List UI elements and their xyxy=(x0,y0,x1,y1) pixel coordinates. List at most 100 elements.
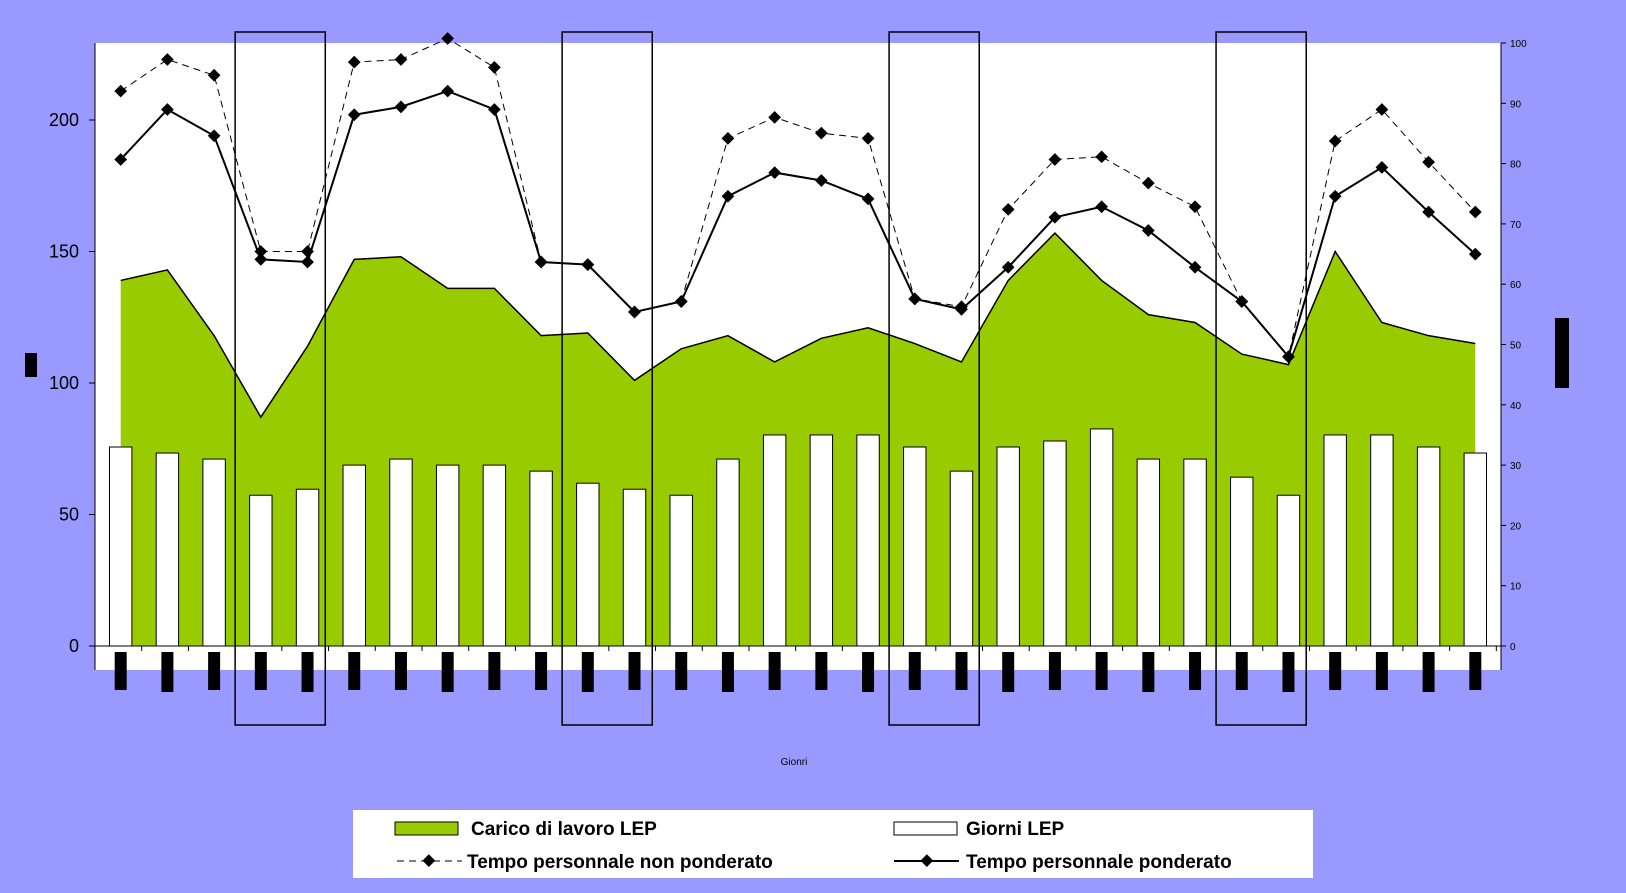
weighted-time-point xyxy=(488,103,501,116)
x-tick-label-redacted xyxy=(721,652,734,692)
legend-swatch-days xyxy=(893,821,958,836)
days-bar xyxy=(1276,494,1301,647)
x-tick-label-redacted xyxy=(1142,652,1155,692)
weekend-highlight-layer xyxy=(234,31,1307,726)
x-tick-label-redacted xyxy=(768,652,781,690)
x-tick-label-redacted xyxy=(1282,652,1295,692)
days-bar xyxy=(716,458,740,647)
y-right-tick-label: 70 xyxy=(1510,220,1522,231)
days-bar xyxy=(249,494,273,647)
weighted-time-point xyxy=(254,253,268,266)
weekend-highlight-box xyxy=(234,31,327,726)
x-tick-label-redacted xyxy=(1375,652,1388,690)
y-right-tick-label: 10 xyxy=(1510,582,1522,593)
legend-swatch-unweighted-marker xyxy=(422,854,436,868)
legend-swatch-weighted-marker xyxy=(920,854,934,868)
days-bar xyxy=(809,434,834,647)
days-bar xyxy=(1183,458,1207,647)
y-right-tick-label: 30 xyxy=(1510,461,1522,472)
unweighted-time-point xyxy=(441,32,455,45)
weighted-time-point xyxy=(207,129,221,143)
days-bar xyxy=(1230,476,1254,647)
unweighted-time-point xyxy=(488,61,501,74)
days-bar xyxy=(1463,452,1488,647)
days-bar xyxy=(1370,434,1394,647)
legend-swatch-workload xyxy=(394,821,459,836)
days-bar xyxy=(669,494,693,647)
x-tick-label-redacted xyxy=(1329,652,1342,690)
x-tick-label-redacted xyxy=(535,652,548,690)
y-right-tick-label: 20 xyxy=(1510,521,1522,532)
days-bar xyxy=(202,458,226,647)
legend-label-workload: Carico di lavoro LEP xyxy=(471,819,657,840)
weighted-time-point xyxy=(114,153,128,166)
days-bar-layer xyxy=(108,428,1488,647)
x-tick-label-redacted xyxy=(1048,652,1061,690)
x-tick-label-redacted xyxy=(441,652,454,692)
x-tick-label-redacted xyxy=(161,652,174,692)
weighted-time-point xyxy=(441,84,455,98)
y-axis-left-label-redacted xyxy=(25,353,37,377)
x-tick-label-redacted xyxy=(815,652,828,690)
x-tick-label-redacted xyxy=(1469,652,1482,690)
x-tick-label-redacted xyxy=(208,652,221,690)
days-bar xyxy=(1043,440,1067,647)
days-bar xyxy=(342,464,366,647)
y-right-tick-label: 80 xyxy=(1510,160,1522,171)
x-tick-label-redacted xyxy=(1095,652,1108,690)
x-tick-label-layer xyxy=(114,652,1482,692)
x-tick-label-redacted xyxy=(675,652,688,690)
legend: Carico di lavoro LEP Giorni LEP Tempo pe… xyxy=(353,810,1313,878)
x-tick-label-redacted xyxy=(628,652,641,690)
y-left-tick-label: 0 xyxy=(69,636,79,656)
weekend-highlight-box xyxy=(888,31,980,726)
days-bar xyxy=(622,488,647,647)
x-tick-label-redacted xyxy=(1235,652,1248,690)
days-bar xyxy=(389,458,413,647)
days-bar xyxy=(155,452,180,647)
axes-layer: 0 50 100 150 200 0 10 20 30 40 50 60 70 80 90 100 xyxy=(49,39,1527,670)
workload-area-outline xyxy=(120,232,1476,419)
y-right-tick-label: 100 xyxy=(1510,39,1527,50)
weighted-time-point xyxy=(301,255,314,269)
days-bar xyxy=(295,488,320,647)
weighted-time-point xyxy=(161,103,174,116)
x-tick-label-redacted xyxy=(301,652,314,692)
x-tick-label-redacted xyxy=(1422,652,1435,692)
y-right-tick-label: 50 xyxy=(1510,341,1522,352)
weighted-time-point xyxy=(394,100,408,114)
y-right-tick-label: 60 xyxy=(1510,280,1522,291)
x-tick-label-redacted xyxy=(348,652,361,690)
legend-box xyxy=(353,810,1313,878)
y-left-tick-label: 200 xyxy=(49,110,79,130)
y-right-tick-label: 90 xyxy=(1510,99,1522,110)
x-tick-label-redacted xyxy=(488,652,501,690)
x-tick-label-redacted xyxy=(394,652,407,690)
days-bar xyxy=(1136,458,1161,647)
y-axis-right-label-redacted xyxy=(1555,318,1569,388)
x-tick-label-redacted xyxy=(908,652,921,690)
days-bar xyxy=(435,464,460,647)
x-tick-label-redacted xyxy=(955,652,968,690)
legend-label-days: Giorni LEP xyxy=(966,819,1065,840)
y-left-tick-label: 150 xyxy=(49,242,79,262)
days-bar xyxy=(856,434,880,647)
x-tick-label-redacted xyxy=(254,652,267,690)
x-tick-label-redacted xyxy=(862,652,875,692)
legend-label-unweighted: Tempo personnale non ponderato xyxy=(467,852,773,873)
x-tick-label-redacted xyxy=(114,652,127,690)
days-bar xyxy=(1089,428,1114,647)
unweighted-time-point xyxy=(207,68,221,82)
days-bar xyxy=(1416,446,1441,647)
weighted-time-point xyxy=(347,108,361,122)
weekend-highlight-box xyxy=(1215,31,1307,726)
y-right-tick-label: 40 xyxy=(1510,401,1522,412)
y-left-tick-label: 50 xyxy=(59,505,79,525)
days-bar xyxy=(576,482,600,647)
unweighted-time-point xyxy=(161,53,174,66)
x-tick-label-redacted xyxy=(1189,652,1202,690)
x-axis-label: Gionri xyxy=(781,757,808,768)
days-bar xyxy=(903,446,927,647)
x-tick-label-redacted xyxy=(1002,652,1015,692)
